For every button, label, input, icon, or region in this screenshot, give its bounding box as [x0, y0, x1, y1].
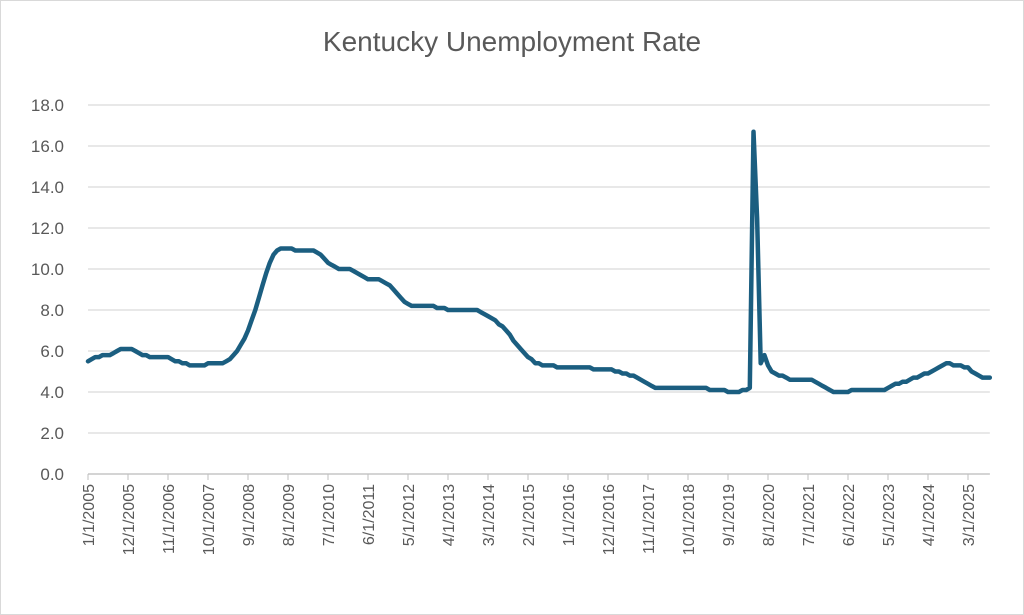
y-tick-label: 18.0: [31, 96, 64, 115]
x-tick-label: 5/1/2023: [881, 484, 898, 546]
y-tick-label: 8.0: [40, 301, 64, 320]
x-tick-label: 6/1/2011: [361, 484, 378, 545]
x-tick-label: 2/1/2015: [521, 484, 538, 546]
x-tick-label: 4/1/2013: [441, 484, 458, 546]
y-tick-label: 14.0: [31, 178, 64, 197]
y-tick-label: 16.0: [31, 137, 64, 156]
y-tick-label: 6.0: [40, 342, 64, 361]
x-tick-label: 8/1/2009: [281, 484, 298, 546]
x-tick-label: 12/1/2016: [601, 484, 618, 555]
x-tick-label: 12/1/2005: [121, 484, 138, 555]
x-tick-label: 4/1/2024: [921, 484, 938, 546]
x-tick-label: 3/1/2025: [961, 484, 978, 546]
x-tick-label: 5/1/2012: [401, 484, 418, 546]
x-tick-label: 7/1/2021: [801, 484, 818, 546]
chart-title: Kentucky Unemployment Rate: [322, 26, 702, 57]
y-tick-label: 10.0: [31, 260, 64, 279]
series-line-unemployment-rate: [85, 129, 993, 395]
x-tick-label: 8/1/2020: [761, 484, 778, 546]
x-tick-label: 10/1/2018: [681, 484, 698, 555]
x-tick-label: 10/1/2007: [201, 484, 218, 555]
y-tick-label: 2.0: [40, 424, 64, 443]
x-tick-label: 7/1/2010: [321, 484, 338, 546]
y-tick-label: 12.0: [31, 219, 64, 238]
x-tick-label: 1/1/2005: [81, 484, 98, 546]
x-tick-label: 1/1/2016: [561, 484, 578, 546]
x-tick-label: 6/1/2022: [841, 484, 858, 546]
x-tick-label: 9/1/2008: [241, 484, 258, 546]
x-tick-label: 11/1/2006: [161, 484, 178, 554]
y-tick-label: 4.0: [40, 383, 64, 402]
y-tick-label: 0.0: [40, 465, 64, 484]
x-tick-label: 3/1/2014: [481, 484, 498, 546]
x-tick-label: 11/1/2017: [641, 484, 658, 554]
x-tick-label: 9/1/2019: [721, 484, 738, 546]
